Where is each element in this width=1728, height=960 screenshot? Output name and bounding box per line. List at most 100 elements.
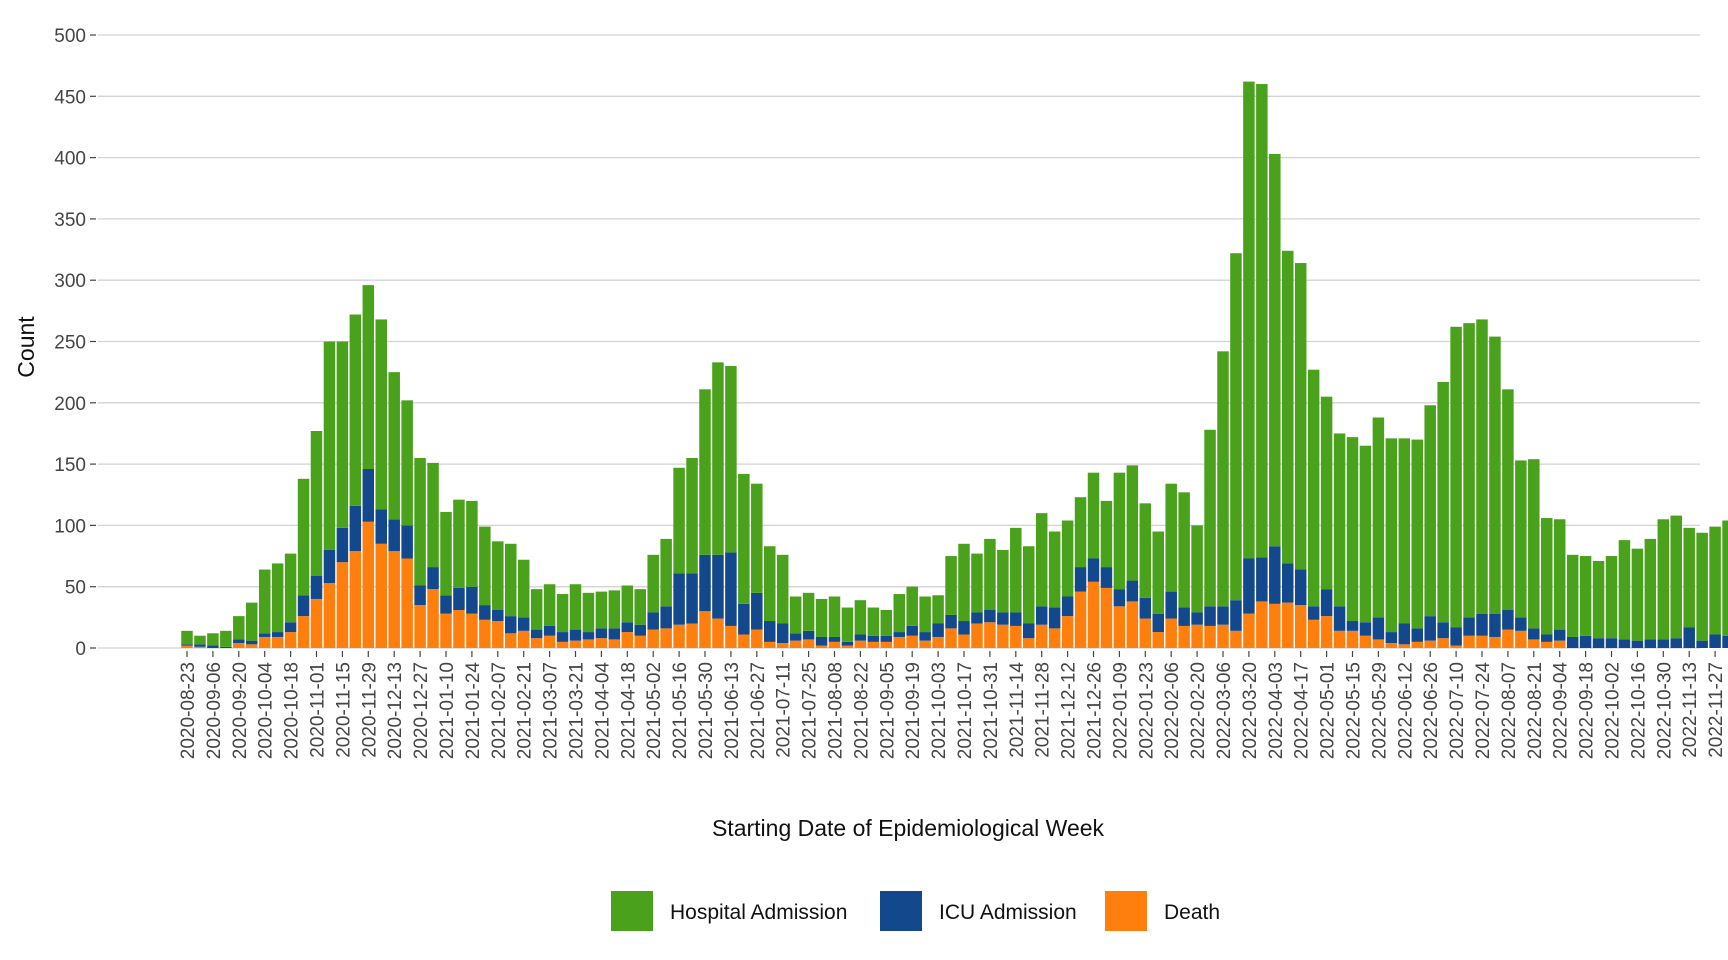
bar-death [1087, 581, 1100, 648]
y-axis: 0 50 100 150 200 250 300 350 400 450 500 [54, 26, 96, 660]
bar-hospital-admission [362, 285, 375, 470]
bar-death [841, 645, 854, 648]
bar-hospital-admission [1113, 472, 1126, 590]
bar-hospital-admission [1359, 445, 1372, 623]
x-axis-title: Starting Date of Epidemiological Week [712, 815, 1105, 841]
bar-death [919, 640, 931, 648]
bar-icu-admission [323, 549, 336, 584]
bar-death [1294, 605, 1307, 648]
y-tick-label: 200 [54, 394, 86, 415]
bar-icu-admission [310, 575, 323, 599]
bar-hospital-admission [1709, 526, 1721, 635]
bar-hospital-admission [181, 630, 193, 645]
bar-icu-admission [802, 630, 815, 640]
x-tick-label: 2022-03-20 [1240, 662, 1261, 759]
bar-icu-admission [1528, 628, 1540, 640]
bar-icu-admission [1631, 640, 1644, 648]
bar-hospital-admission [323, 341, 336, 550]
bar-death [1010, 625, 1022, 648]
bar-death [738, 634, 750, 648]
bar-death [1333, 630, 1346, 648]
bar-death [1152, 632, 1164, 648]
y-tick-label: 0 [75, 639, 86, 660]
bar-icu-admission [349, 505, 362, 552]
bar-hospital-admission [958, 543, 970, 622]
bar-hospital-admission [1528, 459, 1540, 629]
bar-hospital-admission [1566, 554, 1579, 637]
x-tick-label: 2021-12-26 [1085, 662, 1106, 759]
bar-death [1502, 629, 1514, 648]
bar-death [569, 640, 582, 648]
x-tick-label: 2022-11-27 [1706, 662, 1727, 758]
bar-icu-admission [738, 603, 750, 635]
bar-icu-admission [1191, 612, 1203, 625]
bar-icu-admission [1100, 567, 1113, 588]
bar-hospital-admission [207, 633, 219, 646]
x-tick-label: 2020-08-23 [178, 662, 199, 759]
y-tick-label: 500 [54, 26, 86, 47]
bar-icu-admission [621, 622, 634, 633]
bar-icu-admission [220, 646, 232, 648]
bar-icu-admission [893, 632, 905, 637]
bar-icu-admission [1346, 621, 1359, 631]
bar-icu-admission [776, 623, 789, 644]
bar-hospital-admission [375, 319, 387, 510]
x-tick-label: 2022-05-29 [1369, 662, 1390, 759]
x-tick-label: 2022-05-01 [1318, 662, 1339, 759]
bar-icu-admission [725, 552, 737, 626]
bar-hospital-admission [284, 553, 297, 623]
bar-icu-admission [1217, 606, 1229, 625]
x-tick-label: 2020-09-20 [230, 662, 251, 759]
bar-hospital-admission [1541, 518, 1553, 635]
bar-death [608, 639, 621, 648]
bar-icu-admission [1333, 606, 1346, 631]
legend-label: Hospital Admission [670, 901, 847, 924]
x-tick-label: 2022-09-18 [1577, 662, 1598, 759]
bar-death [686, 623, 698, 648]
bar-hospital-admission [1100, 500, 1113, 568]
x-tick-label: 2021-01-24 [463, 662, 484, 760]
bar-death [1269, 603, 1281, 648]
bar-death [712, 618, 724, 648]
bar-hospital-admission [686, 457, 698, 574]
bar-icu-admission [1385, 632, 1398, 644]
y-tick-label: 300 [54, 271, 86, 292]
bar-icu-admission [440, 595, 452, 614]
bar-icu-admission [686, 573, 698, 624]
bar-hospital-admission [1165, 483, 1177, 592]
bar-death [815, 645, 828, 648]
bar-hospital-admission [1502, 389, 1514, 610]
x-tick-label: 2021-10-17 [955, 662, 976, 759]
bar-death [1489, 636, 1501, 648]
x-tick-label: 2021-03-21 [567, 662, 588, 759]
bar-icu-admission [1294, 569, 1307, 606]
bar-death [1282, 602, 1294, 648]
x-tick-label: 2021-04-18 [618, 662, 639, 759]
bar-hospital-admission [854, 600, 867, 635]
bar-hospital-admission [738, 473, 750, 604]
bar-death [1528, 639, 1540, 648]
bar-hospital-admission [1152, 531, 1164, 614]
bar-death [258, 636, 271, 648]
bar-death [660, 628, 672, 648]
bar-hospital-admission [492, 541, 504, 610]
bar-icu-admission [582, 632, 595, 640]
bar-hospital-admission [1035, 513, 1048, 607]
bar-icu-admission [401, 525, 413, 559]
bar-icu-admission [699, 554, 711, 612]
bar-icu-admission [815, 636, 828, 646]
bar-death [556, 641, 569, 648]
bar-hospital-admission [828, 596, 841, 637]
bar-hospital-admission [349, 314, 362, 506]
bar-death [246, 644, 258, 648]
bar-hospital-admission [569, 584, 582, 630]
bar-icu-admission [1230, 600, 1242, 631]
bar-death [1476, 635, 1488, 648]
x-tick-label: 2021-10-31 [981, 662, 1002, 759]
bar-hospital-admission [388, 372, 400, 520]
bar-icu-admission [414, 585, 426, 606]
bar-hospital-admission [634, 589, 646, 625]
bar-death [1463, 635, 1475, 648]
bar-hospital-admission [414, 457, 426, 586]
bar-icu-admission [258, 633, 271, 637]
